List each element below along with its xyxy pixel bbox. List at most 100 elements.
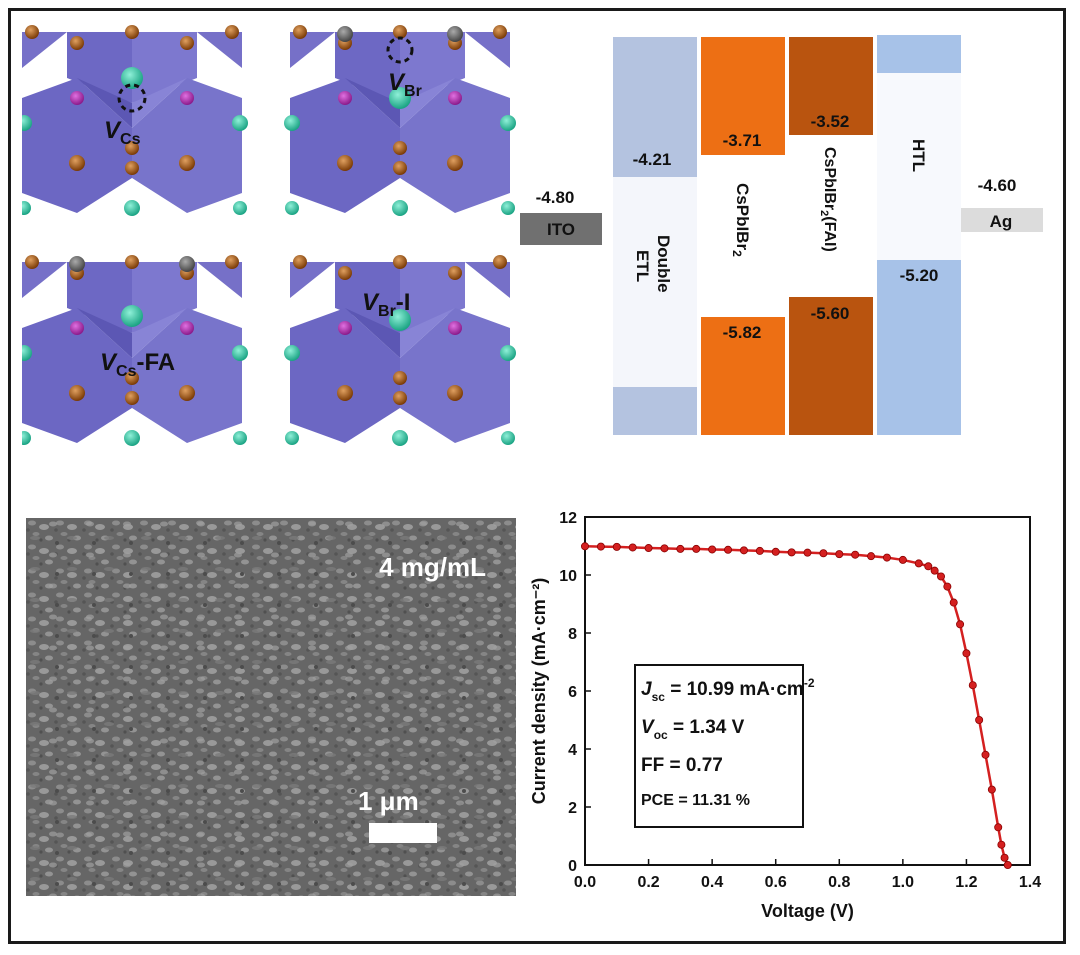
x-tick-label: 1.2 [955,874,977,891]
structure-vcs-fa: VCs-FA [22,248,248,446]
structure-label-main: V [362,289,380,316]
jv-point [628,543,637,552]
jv-point [644,544,653,553]
layer-double-etl: -4.21 Double ETL [613,37,697,435]
svg-text:VCs: VCs [104,117,141,148]
layer-cspbibr2-fai: -3.52 -5.60 CsPbIBr2(FAI) [789,37,873,435]
y-tick-label: 6 [568,684,577,701]
jv-point [819,549,828,558]
jv-point [936,572,945,581]
jv-point [962,649,971,658]
y-tick-label: 12 [559,510,577,527]
concentration-label: 4 mg/mL [379,552,486,582]
ito-label: ITO [547,220,575,239]
cspbibr2-fai-vb: -5.60 [811,304,850,323]
jv-point [924,562,933,571]
svg-text:VBr-I: VBr-I [362,289,410,320]
svg-text:VBr: VBr [388,69,422,100]
layer-cspbibr2: -3.71 -5.82 CsPbIBr2 [701,37,785,435]
htl-vb: -5.20 [900,266,939,285]
jv-point [1000,853,1009,862]
ff-text: FF = 0.77 [641,755,723,776]
structure-label-sub: Cs [116,363,137,380]
htl-name: HTL [909,139,928,172]
jv-point [739,546,748,555]
chart-axes: 0.0 0.2 0.4 0.6 0.8 1.0 1.2 1.4 0 2 4 6 8 10 12 Voltage… [529,510,1041,921]
jv-point [676,544,685,553]
jv-point [987,785,996,794]
jv-point [787,548,796,557]
jv-point [708,545,717,554]
metrics-box: Jsc = 10.99 mA·cm-2 Voc = 1.34 V FF = 0.… [634,664,815,828]
jv-point [930,566,939,575]
jv-point [949,598,958,607]
structure-vcs: VCs [22,18,248,216]
svg-text:VCs-FA: VCs-FA [100,349,175,380]
jv-point [968,681,977,690]
y-tick-label: 0 [568,858,577,875]
structure-label-main: V [388,69,406,96]
jv-point [898,555,907,564]
jv-point [724,545,733,554]
double-etl-name-1: Double [654,235,673,293]
jsc-text: Jsc = 10.99 mA·cm-2 [641,676,815,704]
layer-htl: -5.20 HTL [877,35,961,435]
jv-point [755,546,764,555]
sem-image: 4 mg/mL 1 μm [26,518,516,896]
band-diagram-panel: ITO -4.80 Ag -4.60 -4.21 Double ETL -3.7… [520,35,1043,435]
double-etl-cb: -4.21 [633,150,672,169]
structure-label-suffix: -FA [136,349,175,376]
jv-point [943,582,952,591]
structure-vbr-i: VBr-I [284,248,516,446]
ag-label: Ag [990,212,1013,231]
jv-point [692,544,701,553]
jv-point [803,548,812,557]
ito-bar [520,213,602,245]
jv-point [581,542,590,551]
x-tick-label: 0.8 [828,874,850,891]
x-tick-label: 0.6 [765,874,787,891]
x-tick-label: 1.0 [892,874,914,891]
jv-series [581,542,1012,869]
structure-vbr: VBr [284,18,516,216]
ag-value: -4.60 [978,176,1017,195]
cspbibr2-vb: -5.82 [723,323,762,342]
y-tick-label: 8 [568,626,577,643]
jv-point [771,547,780,556]
jv-point [867,552,876,561]
crystal-structures-panel: VCs VBr VCs-FA VBr-I [22,18,516,446]
ag-bar [958,208,1043,232]
structure-label-suffix: -I [396,289,411,316]
x-tick-label: 0.0 [574,874,596,891]
y-tick-label: 2 [568,800,577,817]
structure-label-main: V [104,117,122,144]
scale-bar-label: 1 μm [358,786,419,816]
cspbibr2-name: CsPbIBr2 [730,183,752,257]
jv-point [596,542,605,551]
structure-label-main: V [100,349,118,376]
cspbibr2-fai-name: CsPbIBr2(FAI) [818,147,838,252]
jv-point [1003,860,1012,869]
x-tick-label: 1.4 [1019,874,1041,891]
jv-point [956,620,965,629]
jv-point [914,559,923,568]
jv-point [612,542,621,551]
jv-point [660,544,669,553]
cspbibr2-fai-cb: -3.52 [811,112,850,131]
x-tick-label: 0.2 [637,874,659,891]
jv-point [997,840,1006,849]
y-axis-label: Current density (mA·cm⁻²) [529,578,549,805]
jv-point [851,550,860,559]
scale-bar [369,823,437,843]
jv-point [882,553,891,562]
double-etl-name-2: ETL [633,250,652,282]
pce-text: PCE = 11.31 % [641,792,750,809]
y-tick-label: 10 [559,568,577,585]
jv-point [994,823,1003,832]
x-axis-label: Voltage (V) [761,901,854,921]
y-tick-label: 4 [568,742,577,759]
cspbibr2-cb: -3.71 [723,131,762,150]
voc-text: Voc = 1.34 V [641,717,745,742]
structure-label-sub: Cs [120,131,141,148]
jv-point [975,715,984,724]
